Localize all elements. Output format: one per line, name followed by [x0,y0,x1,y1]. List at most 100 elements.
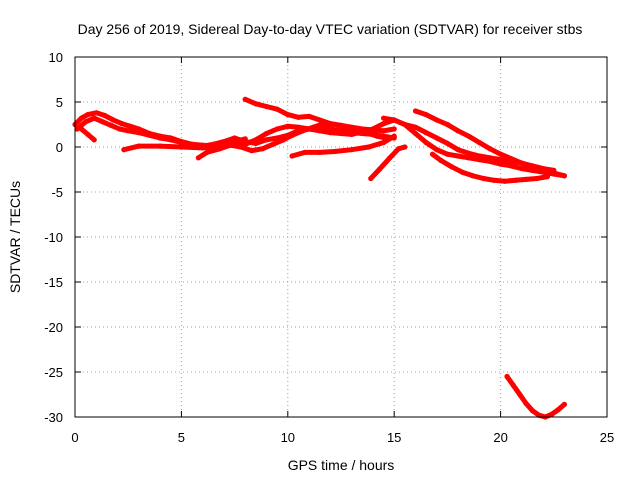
data-point [504,373,510,380]
grid-lines [75,57,607,417]
data-point [498,157,504,163]
data-point [412,130,419,137]
data-point [178,139,184,146]
data-point [423,130,429,136]
data-point [429,151,436,157]
data-point [487,155,493,161]
data-point [523,400,529,407]
data-point [295,114,301,120]
data-point [338,130,344,137]
data-point [242,96,248,102]
series-10 [412,108,568,179]
data-point [381,115,387,121]
data-point [253,137,259,143]
x-tick-label: 15 [387,430,401,445]
x-tick-label: 25 [600,430,614,445]
data-point [74,126,80,132]
data-point [263,103,270,110]
data-point [455,128,461,134]
data-point [561,173,568,179]
y-tick-labels: 10 5 0 -5 -10 -15 -20 -25 -30 [44,50,63,425]
data-point [412,108,419,114]
data-point [93,110,99,116]
data-point [127,123,133,129]
data-point [412,124,419,130]
data-point [302,149,308,155]
series-8 [368,144,408,182]
data-point [487,146,493,152]
data-point [470,173,476,179]
data-point [338,122,344,128]
data-point [444,140,450,146]
data-point [455,153,461,159]
data-point [349,124,355,130]
data-point [102,112,108,119]
data-point [232,135,238,141]
data-point [263,137,270,143]
data-point [491,177,497,183]
data-point [289,132,295,138]
data-point [512,177,519,183]
data-point [476,153,482,159]
data-point [508,156,514,162]
data-point [78,126,84,132]
y-tick-label: -30 [44,410,63,425]
data-point [466,155,472,161]
data-point [395,146,402,152]
data-point [510,382,516,389]
data-point [91,137,97,143]
data-point [259,146,265,152]
data-point [306,113,312,119]
data-point [280,137,287,143]
y-tick-label: -15 [44,275,63,290]
data-point [555,407,561,413]
data-point [466,150,472,156]
data-point [523,176,529,182]
data-point [534,175,540,182]
y-tick-label: -20 [44,320,63,335]
data-point [157,143,163,149]
x-tick-label: 20 [493,430,507,445]
data-point [100,119,106,125]
data-point [368,175,374,182]
data-point [434,135,440,141]
data-point [78,115,84,121]
x-tick-label: 10 [281,430,295,445]
axis-ticks [74,56,608,418]
data-point [317,149,323,155]
data-point [85,131,91,137]
x-tick-label: 0 [71,430,78,445]
y-axis-label: SDTVAR / TECUs [7,181,23,293]
data-point [349,131,355,137]
data-point [110,117,116,123]
data-point [178,144,184,150]
series-line [381,115,557,173]
data-point [481,175,487,182]
x-tick-labels: 0 5 10 15 20 25 [71,430,614,445]
series-6 [242,96,397,134]
data-point [529,408,536,414]
y-tick-label: -25 [44,365,63,380]
y-tick-label: 0 [56,140,63,155]
data-point [195,155,201,161]
data-point [274,126,280,132]
data-point [238,144,244,150]
data-point [249,148,255,154]
data-point [108,122,114,128]
data-point [502,178,508,184]
series-11 [429,151,551,184]
data-point [204,149,210,155]
data-point [423,112,429,118]
data-point [327,121,333,127]
data-point [476,139,482,146]
data-point [434,117,440,123]
data-point [317,117,323,123]
data-point [498,151,504,157]
data-point [402,144,408,150]
data-point [519,160,525,166]
series-line [504,374,567,420]
data-point [300,128,306,134]
data-point [551,170,557,176]
data-point [117,126,123,132]
